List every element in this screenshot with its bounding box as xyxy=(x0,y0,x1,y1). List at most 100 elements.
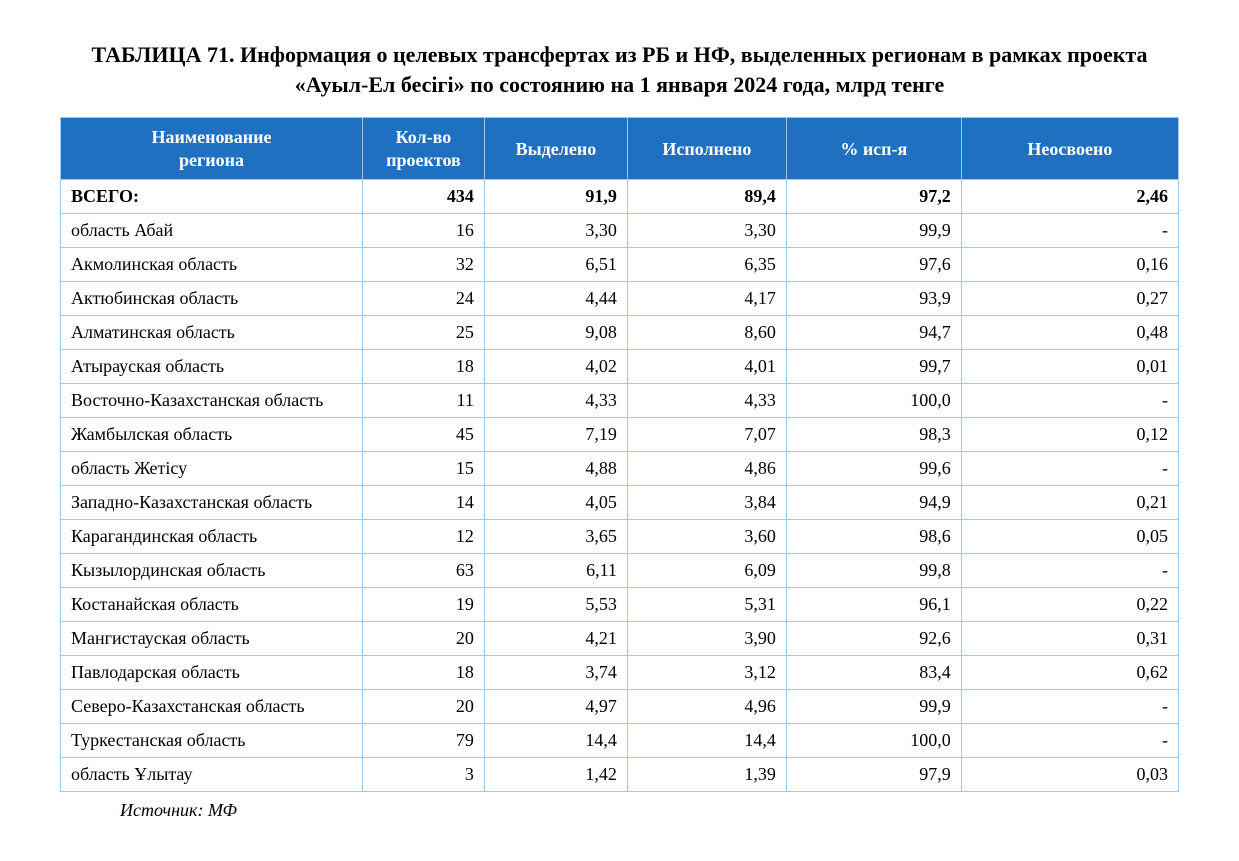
table-row: Мангистауская область204,213,9092,60,31 xyxy=(61,622,1179,656)
cell-name: Карагандинская область xyxy=(61,520,363,554)
total-name: ВСЕГО: xyxy=(61,180,363,214)
cell-unspent: 0,01 xyxy=(961,350,1178,384)
cell-allocated: 9,08 xyxy=(484,316,627,350)
table-header: Наименование региона Кол-во проектов Выд… xyxy=(61,118,1179,180)
table-header-row: Наименование региона Кол-во проектов Выд… xyxy=(61,118,1179,180)
cell-pct: 99,6 xyxy=(786,452,961,486)
cell-allocated: 6,51 xyxy=(484,248,627,282)
cell-unspent: 0,12 xyxy=(961,418,1178,452)
col-header-projects-l1: Кол-во xyxy=(396,127,452,147)
cell-projects: 19 xyxy=(363,588,485,622)
cell-pct: 94,7 xyxy=(786,316,961,350)
cell-pct: 99,9 xyxy=(786,690,961,724)
cell-pct: 99,7 xyxy=(786,350,961,384)
cell-pct: 97,9 xyxy=(786,758,961,792)
cell-projects: 24 xyxy=(363,282,485,316)
cell-name: Актюбинская область xyxy=(61,282,363,316)
cell-executed: 8,60 xyxy=(627,316,786,350)
cell-allocated: 4,88 xyxy=(484,452,627,486)
col-header-allocated-l1: Выделено xyxy=(516,139,597,159)
table-row: Акмолинская область326,516,3597,60,16 xyxy=(61,248,1179,282)
cell-projects: 63 xyxy=(363,554,485,588)
cell-executed: 3,12 xyxy=(627,656,786,690)
total-pct: 97,2 xyxy=(786,180,961,214)
cell-unspent: - xyxy=(961,690,1178,724)
cell-projects: 32 xyxy=(363,248,485,282)
cell-executed: 6,35 xyxy=(627,248,786,282)
cell-pct: 99,9 xyxy=(786,214,961,248)
cell-name: область Жетісу xyxy=(61,452,363,486)
cell-name: Акмолинская область xyxy=(61,248,363,282)
total-projects: 434 xyxy=(363,180,485,214)
cell-name: Кызылординская область xyxy=(61,554,363,588)
cell-allocated: 4,02 xyxy=(484,350,627,384)
table-row: Карагандинская область123,653,6098,60,05 xyxy=(61,520,1179,554)
cell-projects: 20 xyxy=(363,622,485,656)
cell-projects: 14 xyxy=(363,486,485,520)
cell-executed: 3,90 xyxy=(627,622,786,656)
cell-unspent: 0,62 xyxy=(961,656,1178,690)
cell-name: Жамбылская область xyxy=(61,418,363,452)
cell-pct: 97,6 xyxy=(786,248,961,282)
cell-executed: 4,96 xyxy=(627,690,786,724)
table-row: Алматинская область259,088,6094,70,48 xyxy=(61,316,1179,350)
cell-name: область Ұлытау xyxy=(61,758,363,792)
col-header-name-l1: Наименование xyxy=(152,127,272,147)
cell-allocated: 7,19 xyxy=(484,418,627,452)
cell-name: Северо-Казахстанская область xyxy=(61,690,363,724)
source-note: Источник: МФ xyxy=(120,800,1179,821)
cell-pct: 98,6 xyxy=(786,520,961,554)
total-allocated: 91,9 xyxy=(484,180,627,214)
cell-allocated: 3,74 xyxy=(484,656,627,690)
cell-executed: 3,30 xyxy=(627,214,786,248)
cell-projects: 79 xyxy=(363,724,485,758)
cell-unspent: 0,16 xyxy=(961,248,1178,282)
cell-projects: 15 xyxy=(363,452,485,486)
cell-allocated: 4,21 xyxy=(484,622,627,656)
total-unspent: 2,46 xyxy=(961,180,1178,214)
cell-pct: 94,9 xyxy=(786,486,961,520)
cell-projects: 12 xyxy=(363,520,485,554)
cell-unspent: 0,27 xyxy=(961,282,1178,316)
table-row: Актюбинская область244,444,1793,90,27 xyxy=(61,282,1179,316)
cell-executed: 6,09 xyxy=(627,554,786,588)
table-row: Северо-Казахстанская область204,974,9699… xyxy=(61,690,1179,724)
cell-projects: 18 xyxy=(363,350,485,384)
cell-unspent: - xyxy=(961,214,1178,248)
table-body: ВСЕГО: 434 91,9 89,4 97,2 2,46 область А… xyxy=(61,180,1179,792)
table-row: область Ұлытау31,421,3997,90,03 xyxy=(61,758,1179,792)
cell-unspent: - xyxy=(961,384,1178,418)
cell-executed: 5,31 xyxy=(627,588,786,622)
cell-pct: 99,8 xyxy=(786,554,961,588)
cell-projects: 45 xyxy=(363,418,485,452)
cell-name: Восточно-Казахстанская область xyxy=(61,384,363,418)
col-header-projects: Кол-во проектов xyxy=(363,118,485,180)
cell-allocated: 6,11 xyxy=(484,554,627,588)
cell-unspent: - xyxy=(961,724,1178,758)
cell-name: Атырауская область xyxy=(61,350,363,384)
table-row: Западно-Казахстанская область144,053,849… xyxy=(61,486,1179,520)
cell-executed: 1,39 xyxy=(627,758,786,792)
col-header-unspent: Неосвоено xyxy=(961,118,1178,180)
col-header-unspent-l1: Неосвоено xyxy=(1027,139,1112,159)
cell-executed: 7,07 xyxy=(627,418,786,452)
cell-pct: 92,6 xyxy=(786,622,961,656)
table-row: Павлодарская область183,743,1283,40,62 xyxy=(61,656,1179,690)
cell-allocated: 1,42 xyxy=(484,758,627,792)
cell-name: Алматинская область xyxy=(61,316,363,350)
table-row: Жамбылская область457,197,0798,30,12 xyxy=(61,418,1179,452)
cell-allocated: 3,30 xyxy=(484,214,627,248)
cell-executed: 4,01 xyxy=(627,350,786,384)
cell-projects: 16 xyxy=(363,214,485,248)
cell-name: область Абай xyxy=(61,214,363,248)
table-row: Костанайская область195,535,3196,10,22 xyxy=(61,588,1179,622)
cell-name: Павлодарская область xyxy=(61,656,363,690)
cell-executed: 4,17 xyxy=(627,282,786,316)
cell-unspent: - xyxy=(961,452,1178,486)
cell-projects: 25 xyxy=(363,316,485,350)
table-row: Атырауская область184,024,0199,70,01 xyxy=(61,350,1179,384)
table-row: Восточно-Казахстанская область114,334,33… xyxy=(61,384,1179,418)
cell-allocated: 4,05 xyxy=(484,486,627,520)
cell-projects: 20 xyxy=(363,690,485,724)
cell-unspent: 0,48 xyxy=(961,316,1178,350)
